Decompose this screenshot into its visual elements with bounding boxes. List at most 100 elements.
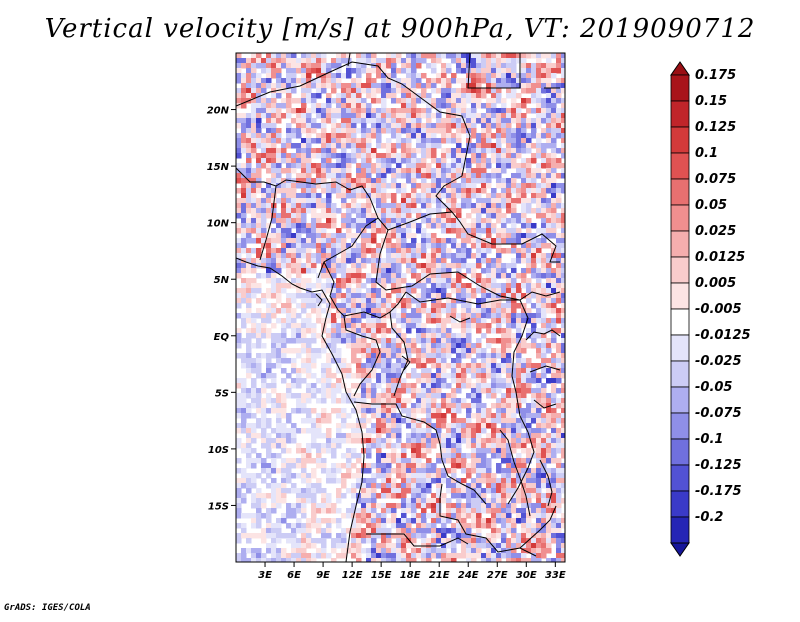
field-cell [506, 208, 512, 214]
field-cell [486, 383, 492, 389]
field-cell [441, 88, 447, 94]
field-cell [386, 243, 392, 249]
field-cell [526, 68, 532, 74]
field-cell [296, 323, 302, 329]
field-cell [251, 173, 257, 179]
field-cell [561, 473, 565, 479]
field-cell [561, 128, 565, 134]
field-cell [281, 423, 287, 429]
field-cell [296, 258, 302, 264]
field-cell [356, 118, 362, 124]
field-cell [466, 163, 472, 169]
field-cell [536, 73, 542, 79]
field-cell [466, 473, 472, 479]
field-cell [521, 188, 527, 194]
field-cell [556, 63, 562, 69]
field-cell [381, 483, 387, 489]
field-cell [481, 143, 487, 149]
field-cell [251, 123, 257, 129]
field-cell [386, 358, 392, 364]
field-cell [361, 258, 367, 264]
field-cell [386, 453, 392, 459]
field-cell [486, 438, 492, 444]
field-cell [321, 268, 327, 274]
field-cell [346, 508, 352, 514]
field-cell [466, 483, 472, 489]
field-cell [341, 218, 347, 224]
field-cell [236, 223, 242, 229]
field-cell [291, 333, 297, 339]
field-cell [391, 203, 397, 209]
field-cell [551, 153, 557, 159]
field-cell [386, 413, 392, 419]
field-cell [236, 303, 242, 309]
field-cell [451, 243, 457, 249]
field-cell [376, 198, 382, 204]
field-cell [561, 153, 565, 159]
field-cell [546, 183, 552, 189]
field-cell [421, 483, 427, 489]
field-cell [266, 368, 272, 374]
field-cell [311, 193, 317, 199]
field-cell [551, 83, 557, 89]
field-cell [391, 268, 397, 274]
field-cell [251, 513, 257, 519]
field-cell [361, 98, 367, 104]
field-cell [336, 183, 342, 189]
field-cell [441, 438, 447, 444]
field-cell [461, 338, 467, 344]
field-cell [521, 113, 527, 119]
field-cell [541, 208, 547, 214]
field-cell [461, 63, 467, 69]
field-cell [301, 358, 307, 364]
field-cell [421, 73, 427, 79]
field-cell [336, 433, 342, 439]
field-cell [256, 78, 262, 84]
field-cell [356, 73, 362, 79]
field-cell [246, 348, 252, 354]
field-cell [326, 353, 332, 359]
field-cell [406, 168, 412, 174]
field-cell [561, 323, 565, 329]
field-cell [326, 208, 332, 214]
field-cell [356, 88, 362, 94]
field-cell [421, 463, 427, 469]
field-cell [316, 278, 322, 284]
field-cell [546, 408, 552, 414]
field-cell [276, 408, 282, 414]
field-cell [406, 263, 412, 269]
field-cell [276, 488, 282, 494]
field-cell [511, 448, 517, 454]
field-cell [551, 408, 557, 414]
field-cell [341, 338, 347, 344]
field-cell [306, 238, 312, 244]
field-cell [246, 368, 252, 374]
field-cell [361, 368, 367, 374]
field-cell [496, 113, 502, 119]
field-cell [336, 303, 342, 309]
field-cell [306, 283, 312, 289]
field-cell [546, 363, 552, 369]
field-cell [371, 98, 377, 104]
field-cell [411, 508, 417, 514]
field-cell [421, 83, 427, 89]
field-cell [361, 373, 367, 379]
field-cell [281, 348, 287, 354]
field-cell [336, 263, 342, 269]
field-cell [526, 178, 532, 184]
field-cell [481, 168, 487, 174]
field-cell [546, 283, 552, 289]
field-cell [376, 318, 382, 324]
field-cell [461, 108, 467, 114]
field-cell [351, 198, 357, 204]
field-cell [306, 298, 312, 304]
field-cell [266, 278, 272, 284]
field-cell [446, 103, 452, 109]
field-cell [321, 363, 327, 369]
field-cell [496, 228, 502, 234]
field-cell [301, 68, 307, 74]
field-cell [266, 358, 272, 364]
field-cell [526, 218, 532, 224]
field-cell [451, 183, 457, 189]
field-cell [261, 78, 267, 84]
